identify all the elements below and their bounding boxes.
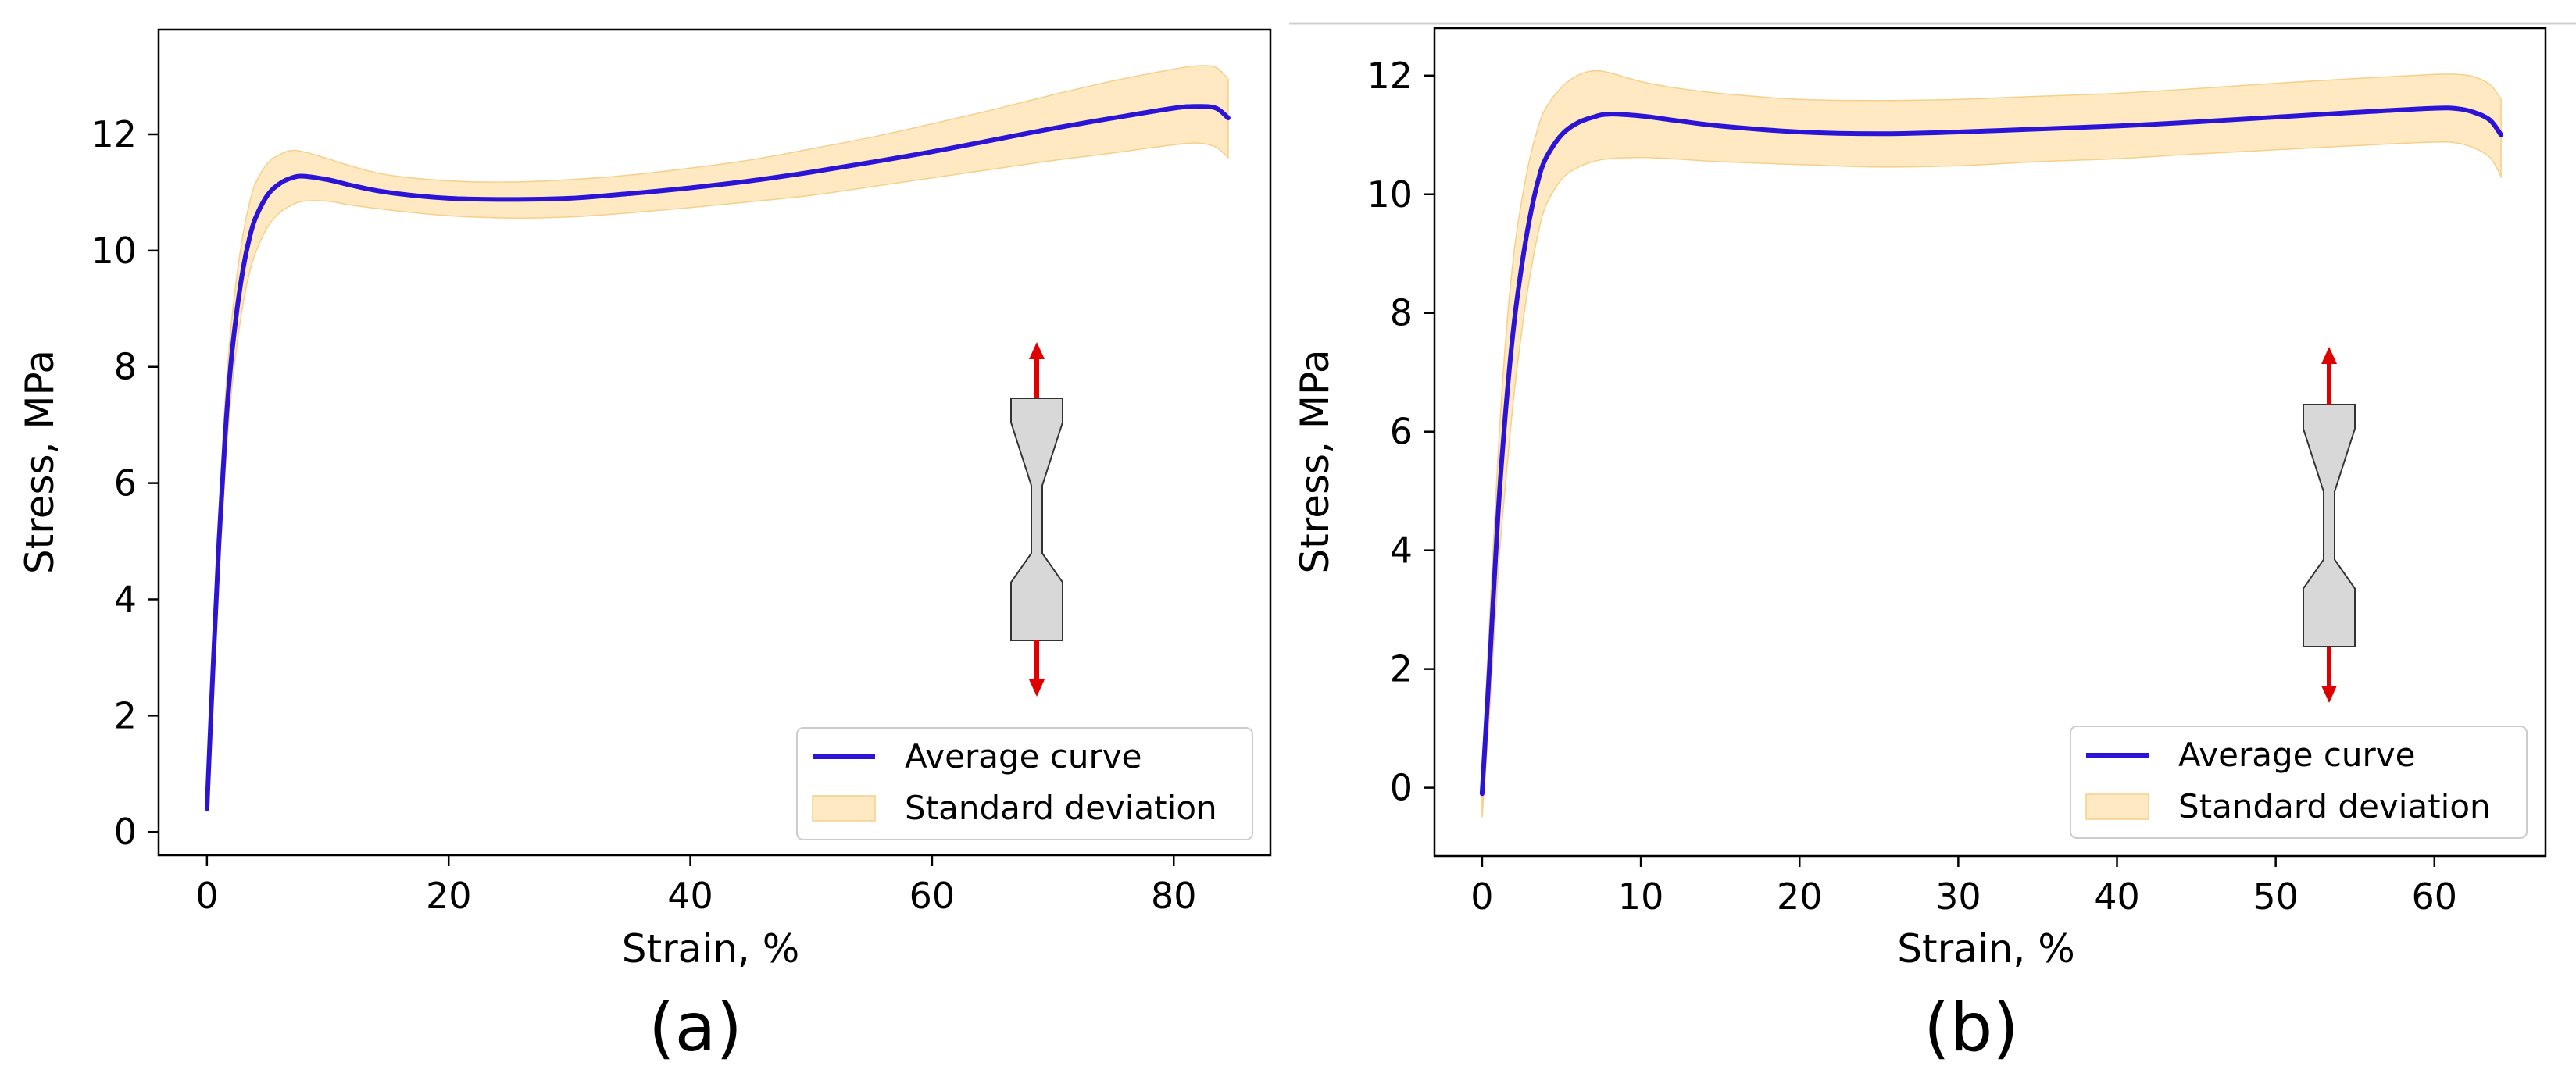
panel-a-arrow-up-icon [1029,342,1045,359]
panel-a-y-tick-label: 2 [114,694,137,736]
panel-b-x-tick-label: 10 [1618,875,1664,918]
panel-a-x-tick-label: 0 [195,875,218,917]
panel-a-x-tick-label: 20 [426,875,472,917]
panel-b-legend-box [2070,726,2528,839]
panel-a-std-band [212,65,1229,699]
panel-b-x-tick-label: 0 [1470,875,1493,918]
panel-a-y-axis-title: Stress, MPa [17,350,63,574]
panel-a-x-tick-label: 40 [667,875,713,917]
panel-a-x-tick-label: 60 [909,875,956,917]
panel-b-x-axis-title: Strain, % [1897,926,2074,972]
panel-b-arrow-up-icon [2321,347,2337,364]
panel-a-y-tick-label: 4 [114,578,137,620]
panel-b-y-tick-label: 8 [1390,292,1413,334]
panel-b-y-tick-label: 0 [1390,767,1413,809]
panel-b-legend-band-swatch [2085,793,2149,820]
panel-a-legend-label-std: Standard deviation [905,789,1217,827]
panel-b-y-tick-label: 12 [1367,55,1413,97]
panel-a-axes-frame [157,28,1272,857]
panel-a-average-curve [204,104,1231,811]
panel-a-legend-box [796,727,1253,840]
panel-b-caption: (b) [1924,989,2019,1067]
panel-b-x-tick-label: 60 [2412,875,2458,918]
panel-a-y-tick-label: 0 [114,811,137,853]
panel-a-x-tick-label: 80 [1151,875,1197,917]
panel-b-arrow-down-icon [2321,686,2337,703]
panel-b-average-curve [1479,105,2504,797]
panel-b-legend-label-average: Average curve [2178,736,2416,774]
panel-a-legend-band-swatch [812,795,876,822]
panel-a-arrow-down-icon [1029,679,1045,697]
panel-b-x-tick-label: 20 [1777,875,1823,918]
panel-a-y-tick-label: 10 [91,230,137,272]
panel-a-x-axis-title: Strain, % [622,926,799,972]
panel-a-y-tick-label: 6 [114,462,137,505]
panel-b-axes-frame [1433,27,2547,858]
panel-b-legend-label-std: Standard deviation [2178,787,2491,825]
panel-a-y-tick-label: 12 [91,113,137,155]
panel-a-specimen-icon [1010,398,1063,641]
panel-a: 0 20 40 60 80 0 2 4 6 8 10 12 Strain, % Stress, MPa Av… [17,28,1272,972]
panel-b-x-tick-label: 40 [2094,875,2140,918]
panel-b-y-axis-title: Stress, MPa [1292,349,1338,573]
panel-a-legend-label-average: Average curve [905,737,1142,776]
panel-b-y-tick-label: 4 [1390,530,1413,572]
panel-b-x-tick-label: 50 [2253,875,2299,918]
panel-a-caption: (a) [648,989,742,1067]
panel-a-y-tick-label: 8 [114,346,137,388]
panel-b-x-tick-label: 30 [1935,875,1981,918]
panel-b-y-tick-label: 6 [1390,411,1413,453]
panel-b: 0 10 20 30 40 50 60 0 2 4 6 8 10 12 Strain, % Stress, M… [1292,27,2547,972]
panel-b-specimen-icon [2303,404,2356,647]
panel-b-std-band [1481,70,2502,818]
panel-b-y-tick-label: 10 [1367,173,1413,216]
panel-b-y-tick-label: 2 [1390,648,1413,690]
